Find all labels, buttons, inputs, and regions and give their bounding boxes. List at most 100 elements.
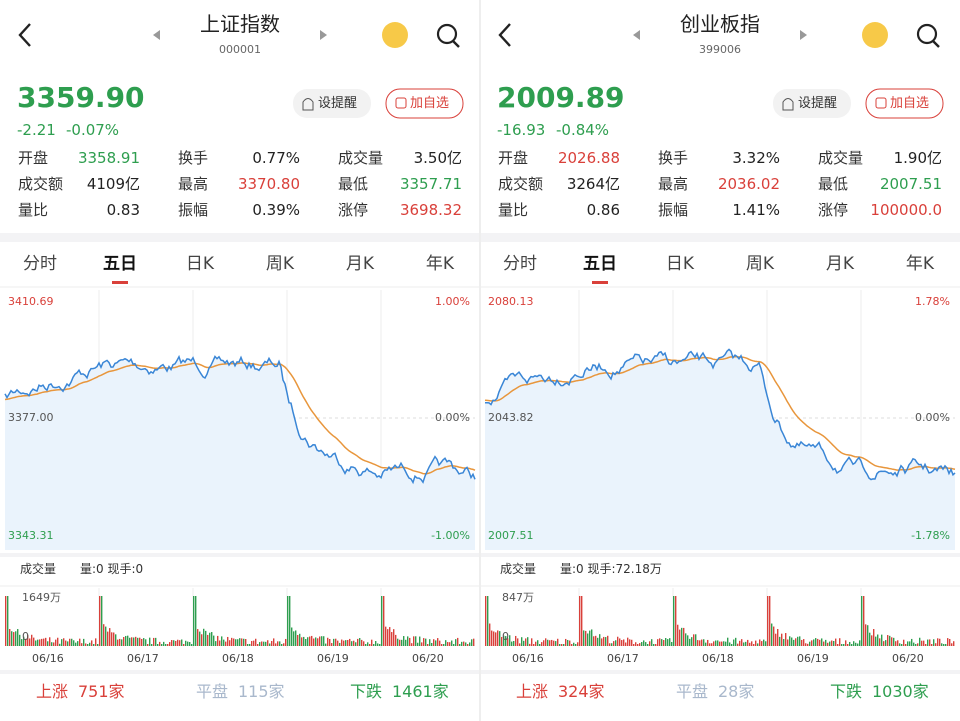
volume-bar [261,641,263,646]
volume-bar [747,639,749,646]
volume-bar [345,640,347,646]
volume-bar [933,639,935,646]
volume-bar [757,643,759,646]
tab[interactable]: 日K [185,254,215,274]
volume-bar [431,642,433,646]
volume-bar [177,639,179,646]
volume-bar [897,640,899,646]
volume-bar [531,638,533,646]
tab[interactable]: 周K [265,254,295,274]
volume-bar [511,641,513,646]
stat-value: 1.41% [732,201,780,219]
tab[interactable]: 五日 [583,254,617,274]
volume-bar [877,634,879,646]
volume-bar [669,638,671,646]
volume-bar [835,638,837,646]
volume-bar [71,638,73,646]
tab[interactable]: 月K [825,254,855,274]
volume-bar [737,643,739,646]
tab[interactable]: 年K [425,254,455,274]
volume-bar [369,644,371,646]
volume-bar [807,643,809,646]
volume-bar [913,642,915,646]
volume-bar [39,639,41,646]
stat-label: 最低 [818,175,849,193]
volume-bar [505,636,507,646]
panel-graphics [0,22,480,674]
volume-bar [719,641,721,646]
volume-bar [827,642,829,646]
volume-bar [51,642,53,646]
volume-bar [567,639,569,646]
volume-bar [267,640,269,646]
volume-bar [375,641,377,646]
volume-bar [875,636,877,646]
volume-bar [175,640,177,646]
stat-value: 2036.02 [717,175,780,193]
volume-bar [843,644,845,646]
up-label: 上涨 [516,682,549,701]
volume-bar [157,643,159,646]
volume-bar [97,644,99,646]
tab[interactable]: 年K [905,254,935,274]
volume-bar [337,640,339,646]
volume-bar [699,640,701,646]
volume-bar [45,637,47,646]
volume-bar [831,640,833,646]
volume-bar [193,596,195,646]
volume-bar [107,631,109,646]
index-panel: 上证指数 000001 3359.90 -2.21 -0.07% 设提醒 加自选 开盘 3358… [0,12,480,701]
remind-text[interactable]: 设提醒 [318,96,358,111]
flat-label: 平盘 [196,682,229,701]
volume-bar [565,638,567,646]
volume-bar [717,640,719,646]
volume-bar [805,643,807,646]
back-button [498,23,511,47]
volume-bar [713,641,715,646]
search-icon [436,23,458,45]
volume-bar [445,640,447,646]
index-title: 上证指数 [200,12,280,36]
tab[interactable]: 月K [345,254,375,274]
stat-label: 量比 [498,201,529,219]
volume-bar [855,642,857,646]
volume-bar [315,637,317,646]
volume-bar [789,636,791,646]
tab[interactable]: 周K [745,254,775,274]
remind-text[interactable]: 设提醒 [798,96,838,111]
up-count: 751家 [78,682,125,701]
volume-bar [889,635,891,646]
volume-bar [121,639,123,646]
add-text[interactable]: 加自选 [890,96,930,111]
volume-bar [951,643,953,646]
volume-bar [509,635,511,646]
stat-value: 0.39% [252,201,300,219]
volume-bar [455,639,457,646]
tab[interactable]: 分时 [503,254,537,274]
tab[interactable]: 分时 [23,254,57,274]
volume-bar [863,596,865,646]
volume-bar [677,624,679,646]
volume-bar [251,640,253,646]
add-text[interactable]: 加自选 [410,96,450,111]
volume-bar [131,637,133,646]
price-area [485,349,955,550]
stat-label: 成交额 [18,175,64,193]
stat-value: 4109亿 [86,175,140,193]
volume-bar [903,639,905,646]
volume-info: 量:0 现手:0 [80,562,144,576]
bell-icon [782,98,794,111]
volume-bar [767,596,769,646]
volume-bar [561,644,563,646]
separator [0,553,480,557]
panel-graphics [480,22,960,674]
tab[interactable]: 日K [665,254,695,274]
volume-bar [817,638,819,646]
volume-bar [825,639,827,646]
volume-bar [921,640,923,646]
stat-value: 3.50亿 [413,149,462,167]
volume-bar [833,641,835,646]
axis-bottom: 3343.31 [8,529,54,542]
tab-underline [112,281,128,284]
tab[interactable]: 五日 [103,254,137,274]
